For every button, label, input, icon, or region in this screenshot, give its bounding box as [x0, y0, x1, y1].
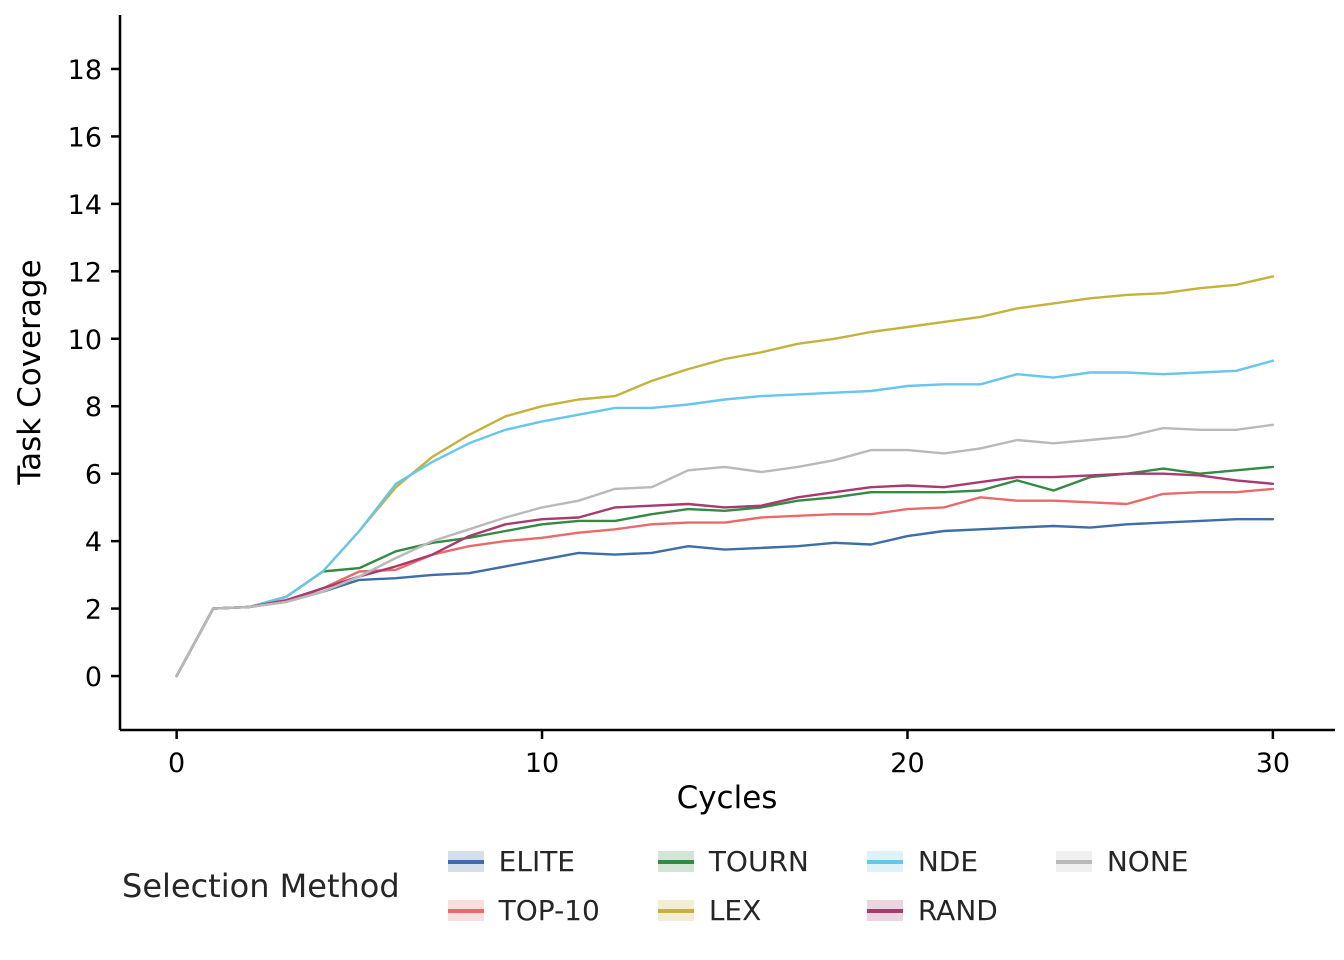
legend-item-elite: ELITE	[447, 845, 600, 878]
axes-layer: 0 10 20 30 0 2 4 6 8 10 12 14 16 18	[68, 15, 1335, 779]
x-tick-label: 0	[168, 748, 185, 779]
legend-label: NONE	[1106, 845, 1189, 878]
y-tick-label: 8	[85, 392, 102, 423]
legend-line	[866, 908, 903, 913]
legend-swatch-elite	[447, 851, 484, 872]
y-tick-label: 4	[85, 527, 102, 558]
legend-swatch-lex	[657, 900, 694, 921]
legend-label: RAND	[917, 894, 998, 927]
chart-canvas: 0 10 20 30 0 2 4 6 8 10 12 14 16 18 Cycles Task Cover…	[12, 15, 1335, 816]
y-tick-label: 10	[68, 325, 102, 356]
y-tick-label: 16	[68, 122, 102, 153]
x-tick-label: 10	[525, 748, 559, 779]
legend-item-tourn: TOURN	[657, 845, 809, 878]
legend-entries: ELITE TOP-10 TOURN LEX NDE RAND NONE	[447, 845, 1189, 927]
y-tick-label: 14	[68, 190, 102, 221]
legend-line	[866, 859, 903, 864]
series-line-tourn	[175, 465, 1275, 678]
legend-label: NDE	[917, 845, 979, 878]
x-axis-label: Cycles	[677, 780, 778, 816]
legend-item-none: NONE	[1055, 845, 1189, 878]
legend-item-lex: LEX	[657, 894, 809, 927]
y-tick-label: 2	[85, 595, 102, 626]
legend-line	[447, 859, 484, 864]
series-line-top-10	[175, 487, 1275, 678]
legend: Selection Method ELITE TOP-10 TOURN LEX NDE R…	[0, 845, 1344, 927]
series-line-none	[175, 423, 1275, 678]
legend-swatch-tourn	[657, 851, 694, 872]
legend-label: TOP-10	[498, 894, 600, 927]
legend-line	[657, 908, 694, 913]
series-line-nde	[175, 359, 1275, 678]
legend-line	[447, 908, 484, 913]
legend-item-top-10: TOP-10	[447, 894, 600, 927]
legend-item-nde: NDE	[866, 845, 998, 878]
y-axis-label: Task Coverage	[12, 259, 48, 485]
legend-swatch-nde	[866, 851, 903, 872]
legend-label: ELITE	[498, 845, 575, 878]
legend-line	[657, 859, 694, 864]
y-tick-label: 12	[68, 257, 102, 288]
series-layer	[175, 275, 1275, 678]
legend-line	[1055, 859, 1092, 864]
legend-label: TOURN	[708, 845, 809, 878]
legend-swatch-none	[1055, 851, 1092, 872]
x-tick-label: 30	[1256, 748, 1290, 779]
legend-title: Selection Method	[122, 867, 400, 905]
legend-swatch-rand	[866, 900, 903, 921]
legend-label: LEX	[708, 894, 762, 927]
y-tick-label: 0	[85, 662, 102, 693]
y-tick-label: 6	[85, 460, 102, 491]
legend-item-rand: RAND	[866, 894, 998, 927]
y-tick-label: 18	[68, 55, 102, 86]
legend-swatch-top-10	[447, 900, 484, 921]
x-tick-label: 20	[890, 748, 924, 779]
series-line-elite	[175, 518, 1275, 678]
